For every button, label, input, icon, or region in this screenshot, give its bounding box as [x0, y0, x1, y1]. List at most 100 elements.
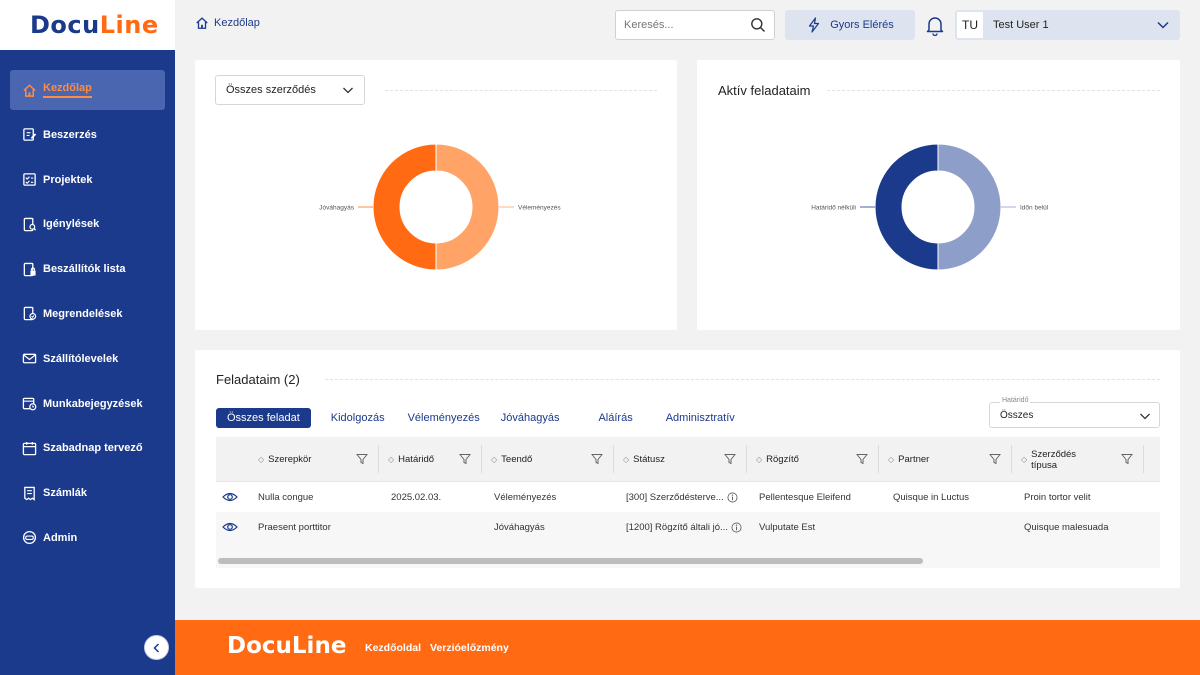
breadcrumb[interactable]: Kezdőlap [195, 16, 260, 30]
sort-icon[interactable]: ◇ [1021, 454, 1028, 464]
sidebar-item-megrendelesek[interactable]: Megrendelések [10, 294, 165, 334]
app-logo[interactable]: DocuLine [30, 11, 159, 39]
deadline-filter-label: Határidő [1000, 397, 1031, 404]
user-menu[interactable]: TU Test User 1 [955, 10, 1180, 40]
footer-link-home[interactable]: Kezdőoldal [365, 642, 422, 654]
donut-slice-0[interactable] [435, 143, 500, 271]
sidebar-item-igenylesek[interactable]: Igénylések [10, 204, 165, 244]
filter-icon[interactable] [459, 453, 471, 465]
table-row[interactable]: Praesent porttitor Jóváhagyás [1200] Rög… [216, 512, 1160, 542]
deadline-filter-value: Összes [1000, 410, 1034, 421]
search-input[interactable] [624, 19, 744, 31]
cell-task: Véleményezés [494, 491, 557, 503]
eye-icon[interactable] [222, 490, 238, 504]
cell-role: Praesent porttitor [258, 521, 331, 533]
quick-access-label: Gyors Elérés [830, 19, 894, 31]
sort-icon[interactable]: ◇ [491, 454, 498, 464]
sidebar-item-label: Számlák [43, 487, 88, 500]
cell-task: Jóváhagyás [494, 521, 545, 533]
donut-slice-0[interactable] [937, 143, 1002, 271]
cell-status: [300] Szerződésterve... [626, 482, 738, 512]
sidebar-item-label: Igénylések [43, 218, 100, 231]
card-divider [325, 379, 1160, 380]
donut-slice-1[interactable] [372, 143, 437, 271]
calendar-icon [22, 441, 37, 456]
filter-icon[interactable] [989, 453, 1001, 465]
filter-icon[interactable] [856, 453, 868, 465]
quick-access-button[interactable]: Gyors Elérés [785, 10, 915, 40]
contracts-donut-chart: Véleményezés Jóváhagyás [319, 143, 561, 271]
cell-status-text: [300] Szerződésterve... [626, 491, 724, 503]
home-icon [23, 83, 36, 97]
column-header-statusz[interactable]: ◇ Státusz [623, 437, 746, 482]
sidebar-item-munkabejegyzesek[interactable]: Munkabejegyzések [10, 384, 165, 424]
column-header-label: Státusz [633, 454, 665, 465]
cell-status-text: [1200] Rögzítő általi jó... [626, 521, 728, 533]
footer-logo[interactable]: DocuLine [227, 633, 347, 659]
tab-all-tasks[interactable]: Összes feladat [216, 408, 311, 428]
active-tasks-donut-chart: Időn belül Határidő nélküli [811, 143, 1049, 271]
column-header-label: Szerződés típusa [1031, 448, 1077, 471]
horizontal-scrollbar[interactable] [218, 558, 923, 564]
document-lock-icon [23, 262, 36, 276]
sidebar-item-admin[interactable]: Admin [10, 518, 165, 558]
column-header-hatarido[interactable]: ◇ Határidő [388, 437, 481, 482]
table-row[interactable]: Nulla congue 2025.02.03. Véleményezés [3… [216, 482, 1160, 512]
sidebar-item-label: Beszállítók lista [43, 263, 126, 276]
sort-icon[interactable]: ◇ [888, 454, 895, 464]
collapse-sidebar-button[interactable] [144, 635, 169, 660]
tab-alairas[interactable]: Aláírás [598, 412, 633, 424]
filter-icon[interactable] [591, 453, 603, 465]
sidebar-item-beszerzes[interactable]: Beszerzés [10, 115, 165, 155]
column-header-partner[interactable]: ◇ Partner [888, 437, 1011, 482]
cell-contract-type: Quisque malesuada [1024, 521, 1109, 533]
sidebar-item-label: Szabadnap tervező [43, 442, 143, 455]
slice-label: Jóváhagyás [319, 205, 354, 212]
sidebar-item-szabadnap[interactable]: Szabadnap tervező [10, 428, 165, 468]
footer-link-version-history[interactable]: Verzióelőzmény [430, 642, 509, 654]
sort-icon[interactable]: ◇ [756, 454, 763, 464]
contracts-chart-card: Összes szerződés Véleményezés Jóváhagyás [195, 60, 677, 330]
tab-velemenyezes[interactable]: Véleményezés [407, 412, 480, 424]
active-tasks-chart-card: Aktív feladataim Időn belül Határidő nélk… [697, 60, 1180, 330]
sidebar-item-szamlak[interactable]: Számlák [10, 473, 165, 513]
eye-icon[interactable] [222, 520, 238, 534]
sort-icon[interactable]: ◇ [388, 454, 395, 464]
column-header-szerepkor[interactable]: ◇ Szerepkör [258, 437, 378, 482]
tab-kidolgozas[interactable]: Kidolgozás [330, 412, 385, 424]
sidebar-item-projektek[interactable]: Projektek [10, 160, 165, 200]
cell-contract-type: Proin tortor velit [1024, 491, 1091, 503]
column-separator [378, 445, 379, 473]
sort-icon[interactable]: ◇ [623, 454, 630, 464]
card-divider [827, 90, 1160, 91]
sidebar-item-kezdolap[interactable]: Kezdőlap [10, 70, 165, 110]
sidebar-item-label: Munkabejegyzések [43, 397, 143, 410]
sort-icon[interactable]: ◇ [258, 454, 265, 464]
notification-bell-icon[interactable] [925, 14, 945, 36]
cell-partner: Quisque in Luctus [893, 491, 970, 503]
mail-icon [22, 353, 37, 364]
info-icon[interactable] [727, 492, 738, 503]
sidebar-item-label: Megrendelések [43, 307, 123, 320]
filter-icon[interactable] [724, 453, 736, 465]
invoice-icon [24, 486, 35, 501]
chevron-down-icon [1157, 21, 1169, 29]
sidebar-item-szallitolevelek[interactable]: Szállítólevelek [10, 339, 165, 379]
deadline-filter-select[interactable]: Határidő Összes [989, 397, 1160, 428]
tab-jovahagyas[interactable]: Jóváhagyás [500, 412, 560, 424]
search-icon[interactable] [750, 17, 766, 33]
donut-slice-1[interactable] [874, 143, 939, 271]
column-header-teendo[interactable]: ◇ Teendő [491, 437, 613, 482]
sidebar-item-beszallitok[interactable]: Beszállítók lista [10, 249, 165, 289]
column-header-rogzito[interactable]: ◇ Rögzítő [756, 437, 878, 482]
tab-adminisztrativ[interactable]: Adminisztratív [665, 412, 735, 424]
contract-filter-select[interactable]: Összes szerződés [215, 75, 365, 105]
document-search-icon [23, 217, 37, 232]
column-header-label: Partner [898, 454, 930, 465]
breadcrumb-label: Kezdőlap [214, 17, 260, 29]
filter-icon[interactable] [356, 453, 368, 465]
search-box[interactable] [615, 10, 775, 40]
column-header-szerzodes-tipusa[interactable]: ◇ Szerződés típusa [1021, 437, 1143, 482]
filter-icon[interactable] [1121, 453, 1133, 465]
info-icon[interactable] [731, 522, 742, 533]
